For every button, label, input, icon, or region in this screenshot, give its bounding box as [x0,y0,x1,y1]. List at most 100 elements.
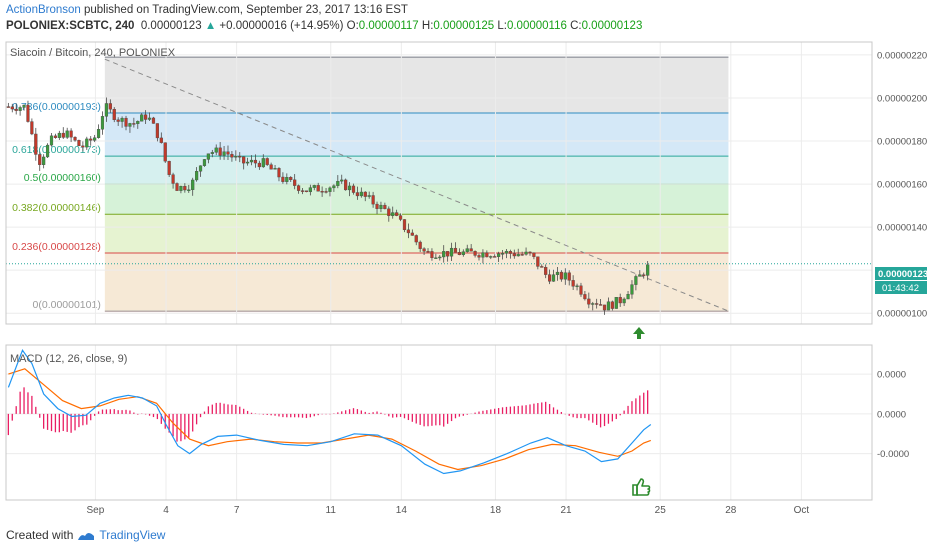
trend-line-segment [104,58,729,312]
change-arrow-icon: ▲ [204,20,217,32]
chart-canvas[interactable]: 0.786(0.00000193)0.618(0.00000173)0.5(0.… [0,36,932,522]
publish-header: ActionBronson published on TradingView.c… [6,4,408,16]
candle-body [481,252,485,258]
candle-body [49,135,54,146]
price-tag: 0.00000123 01:43:42 [875,267,928,294]
candle-body [332,185,336,189]
candle-body [555,271,560,275]
y-tick-label: 0.00000180 [877,137,927,148]
fib-level-label: 0(0.00000101) [33,299,101,311]
candles [6,97,650,315]
tradingview-link[interactable]: TradingView [99,528,166,542]
macd-title: MACD (12, 26, close, 9) [10,353,127,365]
candle-body [191,179,195,190]
candle-body [112,109,116,121]
fib-band [104,184,729,215]
candle-body [571,280,575,287]
up-arrow-icon [633,327,645,339]
candle-body [14,108,18,111]
candle-body [618,297,622,304]
candle-body [391,212,395,216]
candle-body [559,271,563,280]
candle-body [249,159,254,163]
candle-body [81,145,85,148]
candle-body [532,252,536,257]
y-tick-label: 0.00000140 [877,223,927,234]
candle-body [155,123,159,139]
candle-body [234,155,238,158]
candle-body [493,256,497,258]
created-with-text: Created with [6,528,74,542]
candle-body [383,204,387,210]
candle-body [226,151,230,155]
countdown-label: 01:43:42 [882,283,919,294]
candle-body [563,272,567,280]
y-tick-label: 0.00000220 [877,50,927,61]
candle-body [340,179,344,182]
low-value: 0.00000116 [506,20,567,32]
x-tick-label: Oct [794,505,810,516]
candle-body [167,160,171,175]
candle-body [520,254,524,256]
x-tick-label: 11 [326,505,337,516]
fib-level-label: 0.236(0.00000128) [12,241,101,253]
candle-body [642,274,646,276]
candle-body [38,154,42,165]
candle-body [395,212,399,216]
candle-body [218,147,222,156]
candle-body [367,195,371,197]
candle-body [179,186,183,191]
candle-body [69,130,73,138]
y-tick-label: 0.00000160 [877,180,927,191]
candle-body [30,121,34,135]
trend-line[interactable] [104,58,729,312]
candle-body [634,276,638,285]
candle-body [438,256,442,259]
macd-pane-border [5,344,873,501]
candle-body [328,187,332,192]
candle-body [300,190,305,192]
candle-body [434,257,438,259]
price-axis[interactable]: 0.00000220 0.00000200 0.00000180 0.00000160… [877,50,927,460]
candle-body [614,297,618,309]
published-text: published on TradingView.com, September … [80,4,408,16]
candle-body [238,155,242,158]
thumbs-up-icon [632,478,651,496]
candle-body [10,106,14,110]
candle-body [308,187,312,193]
symbol-name[interactable]: POLONIEX:SCBTC, 240 [6,20,135,32]
candle-body [398,215,403,220]
candle-body [379,204,383,209]
candle-body [265,158,269,165]
candle-body [151,117,156,124]
candle-body [461,251,465,256]
candle-body [34,133,38,155]
candle-body [73,136,77,141]
high-value: 0.00000125 [433,20,495,32]
candle-body [171,174,175,184]
candle-body [544,267,548,275]
time-axis[interactable]: Sep 4 7 11 14 18 21 25 28 Oct [87,505,810,516]
candle-body [500,253,505,255]
candle-body [163,142,167,162]
fib-band [104,156,729,185]
candle-body [140,114,144,122]
candle-body [422,248,426,252]
candle-body [93,137,97,141]
macd-line [7,349,652,475]
price-change: +0.00000016 (+14.95%) [219,20,344,32]
candle-body [144,114,148,120]
candle-body [469,248,473,252]
candle-body [512,253,516,257]
candle-body [598,304,603,306]
candle-body [457,252,461,256]
symbol-quote-line: POLONIEX:SCBTC, 240 0.00000123 ▲ +0.0000… [6,20,642,32]
macd-y-tick-label: 0.0000 [877,409,906,420]
candle-body [320,191,324,193]
fib-retracement[interactable]: 0.786(0.00000193)0.618(0.00000173)0.5(0.… [12,56,729,313]
candle-body [602,304,607,311]
candle-body [410,232,414,236]
author-link[interactable]: ActionBronson [6,4,81,16]
candle-body [22,104,26,108]
candle-body [285,177,289,182]
